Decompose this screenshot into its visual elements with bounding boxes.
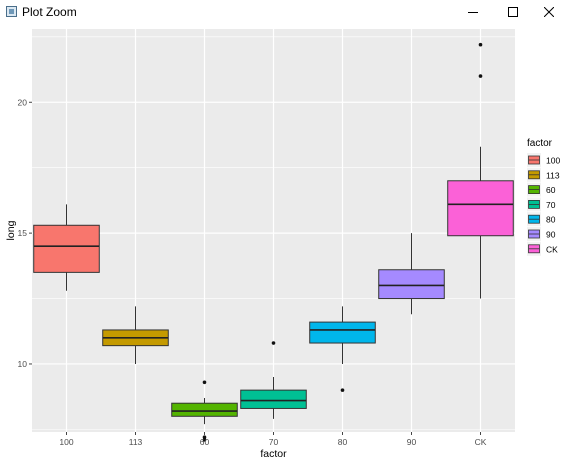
x-tick-label: 60 (200, 437, 210, 447)
y-axis-title: long (5, 220, 17, 240)
x-axis-title: factor (260, 448, 287, 460)
y-tick-label: 15 (18, 228, 28, 238)
legend-title: factor (527, 138, 553, 149)
legend-label: CK (546, 244, 558, 254)
y-tick-label: 10 (18, 359, 28, 369)
box-body (447, 180, 514, 237)
legend-label: 100 (546, 156, 560, 166)
box-body (309, 321, 376, 344)
minimize-button[interactable] (456, 0, 490, 24)
boxplot-chart: 10 15 20 100 113 60 70 80 90 CK factor long facto… (5, 29, 560, 460)
legend-label: 60 (546, 185, 556, 195)
box-CK (447, 42, 514, 299)
legend-label: 80 (546, 215, 556, 225)
x-tick-label: CK (475, 437, 487, 447)
legend: factor 100 113 60 70 80 90 CK (527, 138, 560, 256)
close-button[interactable] (532, 0, 566, 24)
box-70 (240, 341, 307, 419)
box-body (378, 269, 445, 300)
title-bar: Plot Zoom (0, 0, 570, 24)
axes: 10 15 20 100 113 60 70 80 90 CK (18, 97, 487, 447)
box-100 (33, 204, 100, 291)
box-90 (378, 233, 445, 315)
maximize-button[interactable] (496, 0, 530, 24)
box-body (240, 389, 307, 409)
minimize-icon (468, 12, 478, 13)
outlier-point (478, 74, 483, 78)
maximize-icon (508, 7, 518, 17)
box-60 (171, 380, 238, 442)
x-tick-label: 100 (59, 437, 73, 447)
box-body (33, 224, 100, 273)
x-tick-label: 113 (129, 437, 143, 447)
box-113 (102, 306, 169, 364)
outlier-point (202, 438, 207, 442)
outlier-point (478, 42, 483, 47)
outlier-point (202, 435, 207, 440)
legend-label: 70 (546, 200, 556, 210)
app-icon (6, 6, 17, 17)
legend-label: 90 (546, 230, 556, 240)
x-tick-label: 70 (269, 437, 279, 447)
outlier-point (271, 341, 276, 345)
box-body (171, 402, 238, 417)
x-tick-label: 80 (338, 437, 348, 447)
x-tick-label: 90 (407, 437, 417, 447)
box-series (33, 42, 514, 442)
outlier-point (202, 380, 207, 385)
box-80 (309, 306, 376, 392)
outlier-point (340, 388, 345, 392)
window-title: Plot Zoom (22, 5, 77, 19)
y-tick-label: 20 (18, 97, 28, 107)
close-icon (544, 7, 554, 17)
legend-label: 113 (546, 170, 560, 180)
